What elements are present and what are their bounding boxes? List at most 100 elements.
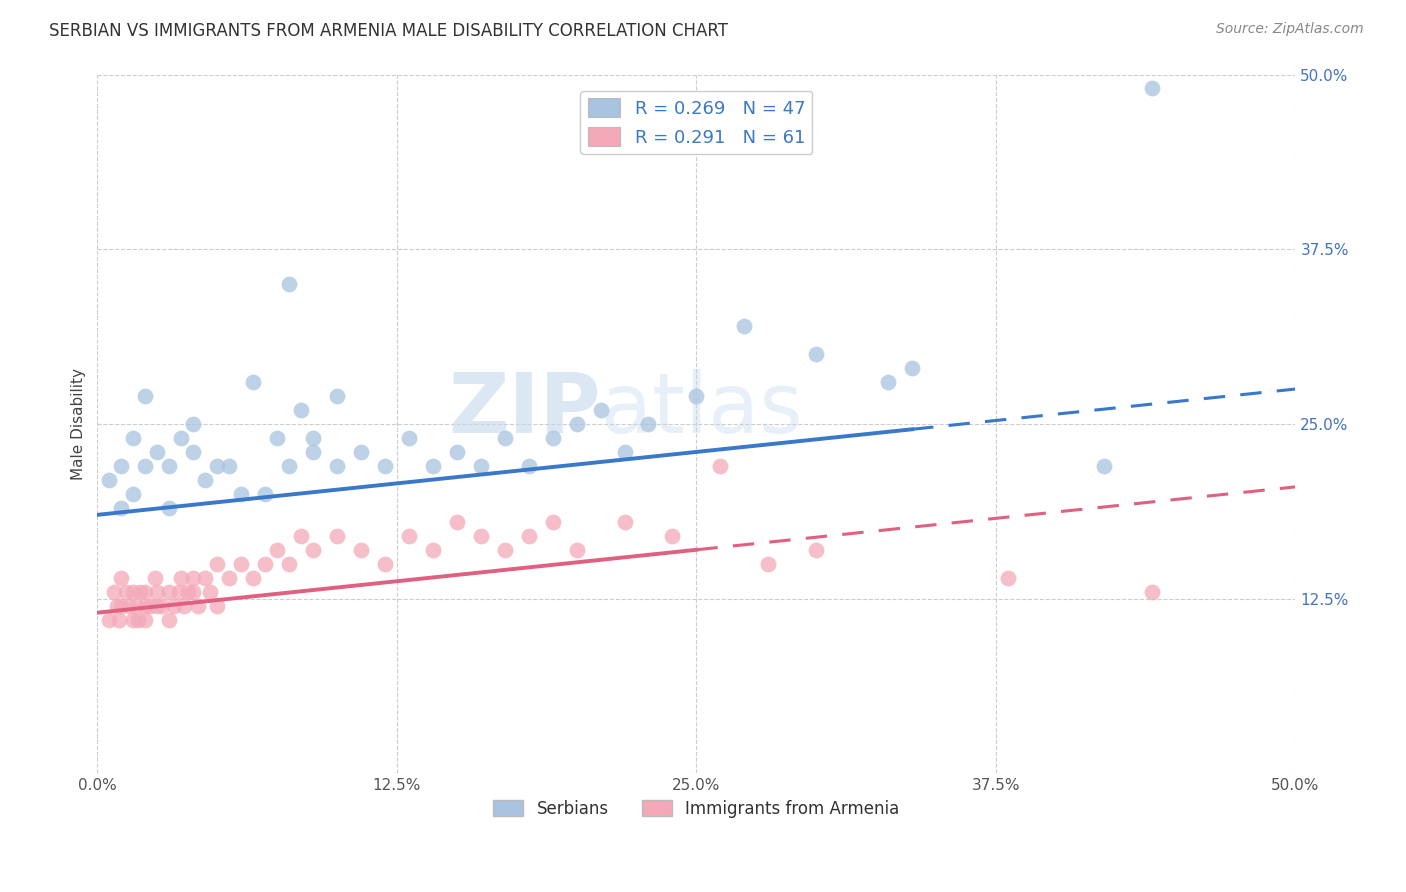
Point bbox=[350, 445, 373, 459]
Point bbox=[122, 584, 145, 599]
Point bbox=[181, 417, 204, 431]
Point bbox=[242, 571, 264, 585]
Point bbox=[470, 458, 492, 473]
Point bbox=[163, 599, 186, 613]
Point bbox=[167, 584, 190, 599]
Point bbox=[229, 487, 252, 501]
Point bbox=[278, 277, 301, 292]
Point bbox=[494, 431, 516, 445]
Point bbox=[398, 529, 420, 543]
Point bbox=[1140, 81, 1163, 95]
Point bbox=[98, 473, 121, 487]
Point bbox=[422, 458, 444, 473]
Point bbox=[589, 403, 612, 417]
Point bbox=[278, 458, 301, 473]
Point bbox=[398, 431, 420, 445]
Point bbox=[194, 571, 217, 585]
Point bbox=[877, 375, 900, 389]
Point bbox=[134, 613, 156, 627]
Point bbox=[494, 542, 516, 557]
Point bbox=[613, 445, 636, 459]
Point bbox=[541, 431, 564, 445]
Point bbox=[733, 319, 755, 334]
Point bbox=[422, 542, 444, 557]
Point bbox=[181, 445, 204, 459]
Text: atlas: atlas bbox=[600, 369, 803, 450]
Point bbox=[266, 542, 288, 557]
Point bbox=[374, 557, 396, 571]
Point bbox=[198, 584, 221, 599]
Point bbox=[446, 515, 468, 529]
Point bbox=[637, 417, 659, 431]
Point bbox=[146, 584, 169, 599]
Point bbox=[122, 613, 145, 627]
Point bbox=[756, 557, 779, 571]
Point bbox=[229, 557, 252, 571]
Point bbox=[470, 529, 492, 543]
Point bbox=[326, 529, 349, 543]
Point bbox=[173, 599, 195, 613]
Point bbox=[146, 599, 169, 613]
Point bbox=[110, 599, 132, 613]
Point bbox=[157, 613, 180, 627]
Point bbox=[613, 515, 636, 529]
Point bbox=[170, 431, 193, 445]
Point bbox=[661, 529, 683, 543]
Point bbox=[127, 613, 149, 627]
Point bbox=[181, 584, 204, 599]
Point bbox=[326, 458, 349, 473]
Point bbox=[242, 375, 264, 389]
Point bbox=[302, 542, 325, 557]
Point bbox=[374, 458, 396, 473]
Point bbox=[218, 458, 240, 473]
Point bbox=[129, 584, 152, 599]
Point bbox=[108, 613, 131, 627]
Point bbox=[565, 542, 588, 557]
Point bbox=[150, 599, 173, 613]
Y-axis label: Male Disability: Male Disability bbox=[72, 368, 86, 480]
Point bbox=[517, 458, 540, 473]
Point bbox=[302, 431, 325, 445]
Point bbox=[134, 389, 156, 403]
Point bbox=[266, 431, 288, 445]
Point bbox=[157, 500, 180, 515]
Point bbox=[122, 431, 145, 445]
Point bbox=[157, 458, 180, 473]
Point bbox=[254, 557, 277, 571]
Point bbox=[117, 599, 139, 613]
Point bbox=[110, 500, 132, 515]
Point bbox=[98, 613, 121, 627]
Point bbox=[143, 571, 166, 585]
Point bbox=[177, 584, 200, 599]
Point bbox=[290, 403, 312, 417]
Point bbox=[181, 571, 204, 585]
Point bbox=[103, 584, 125, 599]
Text: SERBIAN VS IMMIGRANTS FROM ARMENIA MALE DISABILITY CORRELATION CHART: SERBIAN VS IMMIGRANTS FROM ARMENIA MALE … bbox=[49, 22, 728, 40]
Point bbox=[326, 389, 349, 403]
Point bbox=[125, 599, 148, 613]
Point bbox=[134, 458, 156, 473]
Point bbox=[110, 571, 132, 585]
Point bbox=[806, 347, 828, 361]
Point bbox=[541, 515, 564, 529]
Point bbox=[565, 417, 588, 431]
Point bbox=[187, 599, 209, 613]
Legend: Serbians, Immigrants from Armenia: Serbians, Immigrants from Armenia bbox=[486, 793, 907, 824]
Point bbox=[1140, 584, 1163, 599]
Point bbox=[134, 584, 156, 599]
Point bbox=[170, 571, 193, 585]
Point bbox=[290, 529, 312, 543]
Point bbox=[997, 571, 1019, 585]
Point bbox=[110, 458, 132, 473]
Text: Source: ZipAtlas.com: Source: ZipAtlas.com bbox=[1216, 22, 1364, 37]
Point bbox=[115, 584, 138, 599]
Point bbox=[205, 458, 228, 473]
Point bbox=[205, 557, 228, 571]
Point bbox=[709, 458, 731, 473]
Point bbox=[806, 542, 828, 557]
Point bbox=[194, 473, 217, 487]
Point bbox=[105, 599, 128, 613]
Text: ZIP: ZIP bbox=[449, 369, 600, 450]
Point bbox=[218, 571, 240, 585]
Point bbox=[157, 584, 180, 599]
